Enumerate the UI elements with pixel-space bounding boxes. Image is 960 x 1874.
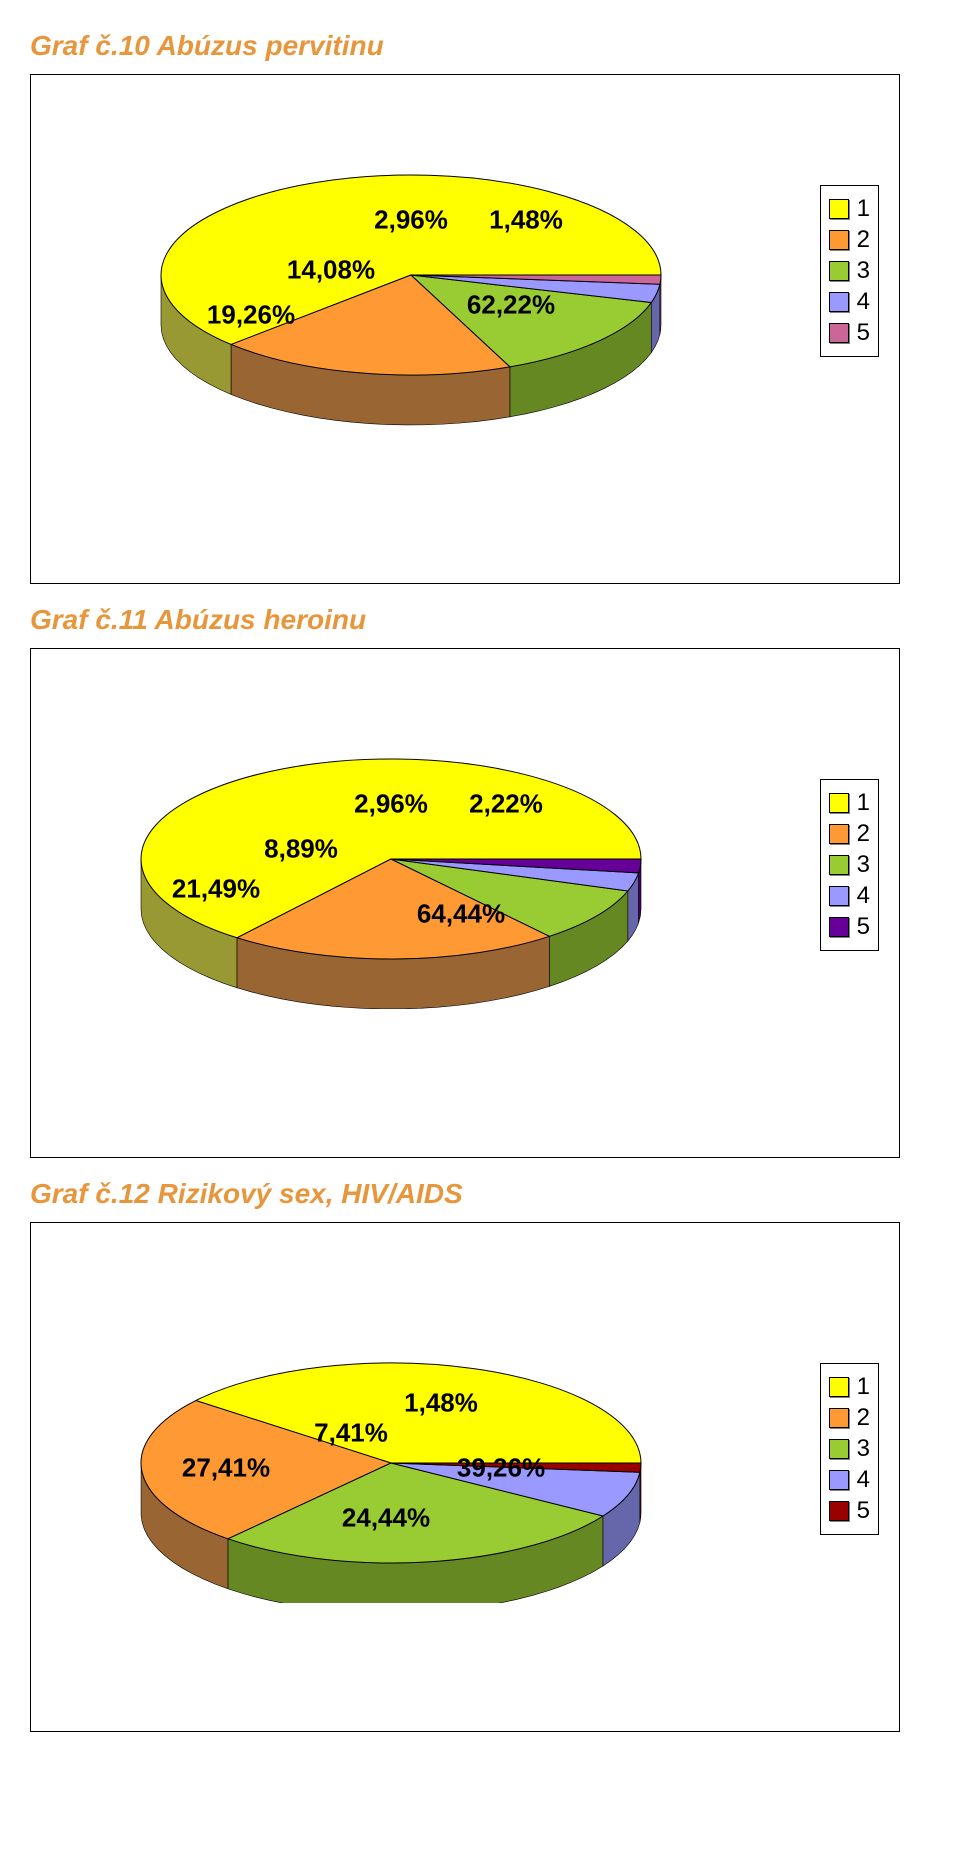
pie-area [111,709,671,1009]
chart-title: Graf č.10 Abúzus pervitinu [30,30,930,62]
slice-label: 2,22% [469,789,543,820]
legend-label: 2 [857,820,870,848]
slice-label: 19,26% [207,300,295,331]
chart-box: 39,26% 24,44% 27,41% 7,41% 1,48% 1 2 3 4 5 [30,1222,900,1732]
legend-label: 3 [857,257,870,285]
legend-item: 4 [829,288,870,316]
pie-chart-svg [111,709,671,1009]
legend-swatch [829,1439,849,1459]
legend-item: 3 [829,851,870,879]
legend-label: 1 [857,195,870,223]
legend-swatch [829,1501,849,1521]
slice-label: 2,96% [354,789,428,820]
legend-item: 1 [829,195,870,223]
legend-label: 4 [857,882,870,910]
legend-swatch [829,793,849,813]
legend-item: 3 [829,1435,870,1463]
legend-label: 3 [857,851,870,879]
slice-label: 27,41% [182,1453,270,1484]
slice-label: 1,48% [404,1388,478,1419]
legend: 1 2 3 4 5 [820,1363,879,1535]
legend-swatch [829,230,849,250]
legend-label: 5 [857,913,870,941]
slice-label: 2,96% [374,205,448,236]
legend-swatch [829,824,849,844]
legend-label: 1 [857,789,870,817]
legend: 1 2 3 4 5 [820,185,879,357]
legend-label: 5 [857,1497,870,1525]
legend-item: 1 [829,789,870,817]
chart-title: Graf č.12 Rizikový sex, HIV/AIDS [30,1178,930,1210]
legend-item: 5 [829,1497,870,1525]
legend-label: 2 [857,1404,870,1432]
legend-label: 4 [857,1466,870,1494]
legend-swatch [829,855,849,875]
legend-swatch [829,1377,849,1397]
slice-label: 14,08% [287,255,375,286]
legend: 1 2 3 4 5 [820,779,879,951]
slice-label: 7,41% [314,1418,388,1449]
pie-area [131,135,691,435]
slice-label: 39,26% [457,1453,545,1484]
pie-chart-svg [131,135,691,435]
chart-box: 64,44% 21,49%8,89% 2,96% 2,22% 1 2 3 4 5 [30,648,900,1158]
slice-label: 21,49% [172,874,260,905]
legend-item: 5 [829,913,870,941]
legend-item: 1 [829,1373,870,1401]
legend-swatch [829,1408,849,1428]
legend-item: 2 [829,820,870,848]
slice-label: 1,48% [489,205,563,236]
legend-swatch [829,261,849,281]
legend-label: 2 [857,226,870,254]
legend-item: 2 [829,1404,870,1432]
legend-label: 1 [857,1373,870,1401]
legend-item: 2 [829,226,870,254]
legend-item: 5 [829,319,870,347]
legend-swatch [829,199,849,219]
legend-label: 5 [857,319,870,347]
legend-label: 3 [857,1435,870,1463]
slice-label: 24,44% [342,1503,430,1534]
legend-swatch [829,323,849,343]
legend-swatch [829,886,849,906]
slice-label: 64,44% [417,899,505,930]
legend-item: 4 [829,1466,870,1494]
legend-swatch [829,917,849,937]
legend-item: 3 [829,257,870,285]
legend-swatch [829,292,849,312]
chart-box: 62,22% 19,26% 14,08% 2,96% 1,48% 1 2 3 4 5 [30,74,900,584]
legend-item: 4 [829,882,870,910]
chart-title: Graf č.11 Abúzus heroinu [30,604,930,636]
legend-swatch [829,1470,849,1490]
legend-label: 4 [857,288,870,316]
slice-label: 62,22% [467,290,555,321]
slice-label: 8,89% [264,834,338,865]
